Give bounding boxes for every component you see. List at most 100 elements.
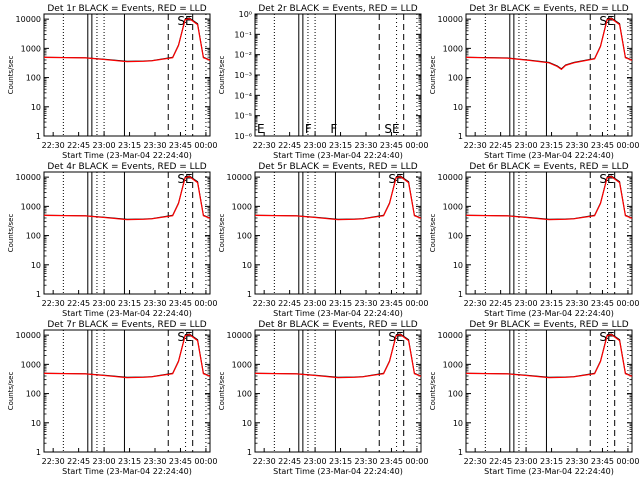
x-tick-label: 22:45 bbox=[278, 141, 301, 150]
x-tick-label: 00:00 bbox=[616, 299, 639, 308]
plot-frame bbox=[465, 171, 633, 295]
panel-title: Det 8r BLACK = Events, RED = LLD bbox=[258, 320, 417, 330]
flag-label: E bbox=[257, 122, 265, 136]
y-tick-label: 100 bbox=[26, 232, 41, 241]
x-tick-label: 23:30 bbox=[354, 457, 377, 466]
plot-frame bbox=[465, 329, 633, 453]
y-tick-label: 10 bbox=[453, 103, 463, 112]
panel-det-7r: Det 7r BLACK = Events, RED = LLD 22:30 22:… bbox=[7, 320, 217, 476]
y-tick-label: 1 bbox=[247, 290, 252, 299]
panel-det-6r: Det 6r BLACK = Events, RED = LLD 22:30 22:… bbox=[429, 162, 639, 318]
y-tick-label: 10⁻⁵ bbox=[234, 112, 252, 121]
x-tick-label: 22:30 bbox=[42, 299, 65, 308]
y-tick-label: 10 bbox=[453, 419, 463, 428]
x-tick-label: 00:00 bbox=[616, 457, 639, 466]
x-tick-label: 00:00 bbox=[405, 457, 428, 466]
x-tick-label: 23:00 bbox=[93, 299, 116, 308]
series-line-lld bbox=[465, 175, 633, 221]
y-axis-label: Counts/sec bbox=[429, 56, 437, 95]
plot-frame bbox=[254, 171, 422, 295]
x-tick-label: 23:00 bbox=[515, 299, 538, 308]
x-tick-label: 23:15 bbox=[329, 299, 352, 308]
x-tick-label: 00:00 bbox=[616, 141, 639, 150]
panel-det-9r: Det 9r BLACK = Events, RED = LLD 22:30 22:… bbox=[429, 320, 639, 476]
x-tick-label: 23:15 bbox=[118, 299, 141, 308]
x-tick-label: 23:15 bbox=[329, 457, 352, 466]
panel-det-8r: Det 8r BLACK = Events, RED = LLD 22:30 22:… bbox=[218, 320, 428, 476]
panel-det-4r: Det 4r BLACK = Events, RED = LLD 22:30 22:… bbox=[7, 162, 217, 318]
flag-label: F bbox=[305, 122, 312, 136]
y-tick-label: 1 bbox=[458, 448, 463, 457]
y-axis-label: Counts/sec bbox=[7, 214, 15, 253]
x-tick-label: 22:30 bbox=[253, 457, 276, 466]
panel-det-1r: Det 1r BLACK = Events, RED = LLD 22:30 22:… bbox=[7, 4, 217, 160]
x-tick-label: 23:30 bbox=[565, 457, 588, 466]
x-tick-label: 00:00 bbox=[194, 299, 217, 308]
y-axis-label: Counts/sec bbox=[218, 214, 226, 253]
x-tick-label: 23:45 bbox=[591, 299, 614, 308]
series-line-lld bbox=[465, 333, 633, 379]
x-tick-label: 23:45 bbox=[169, 299, 192, 308]
x-tick-label: 22:45 bbox=[67, 457, 90, 466]
x-tick-label: 23:00 bbox=[515, 141, 538, 150]
x-tick-label: 23:15 bbox=[118, 141, 141, 150]
y-tick-label: 1000 bbox=[21, 44, 41, 53]
y-tick-label: 10000 bbox=[227, 331, 252, 340]
x-axis-label: Start Time (23-Mar-04 22:24:40) bbox=[273, 309, 403, 318]
x-tick-label: 22:45 bbox=[278, 457, 301, 466]
y-tick-label: 1 bbox=[36, 448, 41, 457]
y-tick-label: 10⁻⁴ bbox=[234, 91, 252, 100]
x-tick-label: 00:00 bbox=[194, 457, 217, 466]
x-axis-label: Start Time (23-Mar-04 22:24:40) bbox=[484, 309, 614, 318]
x-tick-label: 23:15 bbox=[118, 457, 141, 466]
y-tick-label: 10000 bbox=[438, 331, 463, 340]
series-line-lld bbox=[43, 17, 211, 63]
x-tick-label: 23:30 bbox=[354, 141, 377, 150]
x-tick-label: 22:45 bbox=[67, 141, 90, 150]
x-tick-label: 23:30 bbox=[143, 299, 166, 308]
y-axis-label: Counts/sec bbox=[7, 372, 15, 411]
plot-frame bbox=[43, 13, 211, 137]
x-tick-label: 23:30 bbox=[565, 299, 588, 308]
y-tick-label: 100 bbox=[26, 74, 41, 83]
x-tick-label: 23:30 bbox=[143, 141, 166, 150]
y-tick-label: 10⁻² bbox=[234, 51, 252, 60]
series-line-lld bbox=[254, 333, 422, 379]
flag-label: F bbox=[330, 122, 337, 136]
x-tick-label: 22:30 bbox=[253, 299, 276, 308]
y-tick-label: 10⁻⁶ bbox=[234, 132, 252, 141]
x-tick-label: 23:45 bbox=[591, 141, 614, 150]
y-tick-label: 1000 bbox=[21, 360, 41, 369]
plot-frame bbox=[465, 13, 633, 137]
y-tick-label: 10 bbox=[31, 419, 41, 428]
y-tick-label: 10 bbox=[453, 261, 463, 270]
x-axis-label: Start Time (23-Mar-04 22:24:40) bbox=[62, 151, 192, 160]
x-tick-label: 22:30 bbox=[464, 457, 487, 466]
panel-det-2r: Det 2r BLACK = Events, RED = LLD 22:30 22:… bbox=[218, 4, 428, 160]
x-tick-label: 23:15 bbox=[540, 457, 563, 466]
panel-title: Det 9r BLACK = Events, RED = LLD bbox=[469, 320, 628, 330]
plot-frame bbox=[43, 171, 211, 295]
x-axis-label: Start Time (23-Mar-04 22:24:40) bbox=[62, 467, 192, 476]
y-tick-label: 100 bbox=[448, 232, 463, 241]
x-tick-label: 23:45 bbox=[169, 141, 192, 150]
x-tick-label: 22:45 bbox=[489, 457, 512, 466]
x-tick-label: 23:00 bbox=[304, 457, 327, 466]
x-tick-label: 23:15 bbox=[540, 141, 563, 150]
plot-frame bbox=[43, 329, 211, 453]
x-tick-label: 23:45 bbox=[380, 141, 403, 150]
y-tick-label: 10000 bbox=[227, 173, 252, 182]
y-axis-label: Counts/sec bbox=[7, 56, 15, 95]
y-tick-label: 1 bbox=[247, 448, 252, 457]
x-tick-label: 22:45 bbox=[67, 299, 90, 308]
y-tick-label: 1000 bbox=[21, 202, 41, 211]
x-axis-label: Start Time (23-Mar-04 22:24:40) bbox=[62, 309, 192, 318]
x-tick-label: 23:45 bbox=[591, 457, 614, 466]
x-tick-label: 00:00 bbox=[405, 299, 428, 308]
y-tick-label: 100 bbox=[448, 74, 463, 83]
panel-title: Det 6r BLACK = Events, RED = LLD bbox=[469, 162, 628, 172]
x-axis-label: Start Time (23-Mar-04 22:24:40) bbox=[273, 467, 403, 476]
panel-title: Det 3r BLACK = Events, RED = LLD bbox=[469, 4, 628, 14]
